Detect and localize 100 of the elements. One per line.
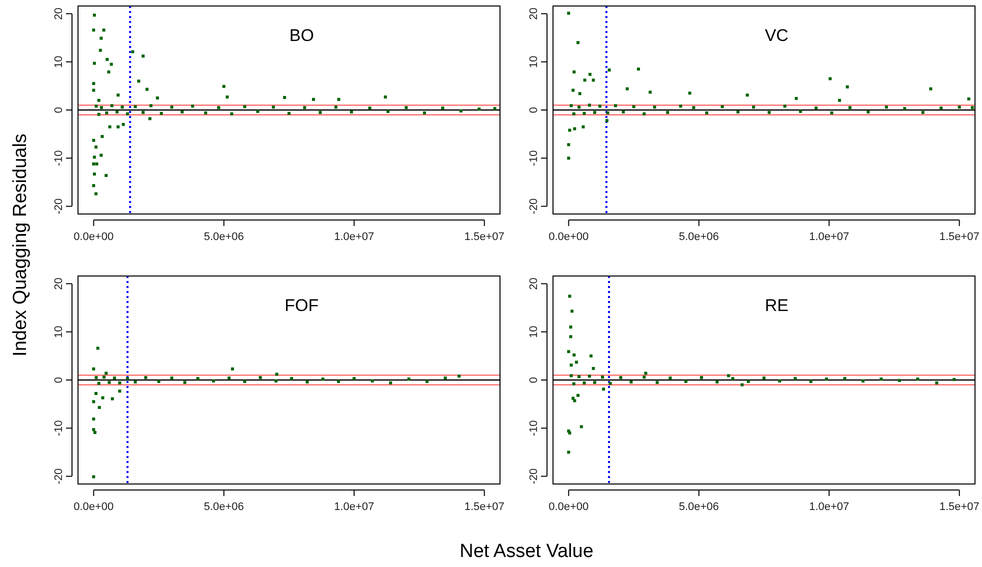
point	[828, 77, 832, 80]
point	[605, 119, 608, 122]
point	[104, 372, 108, 375]
x-axis-title: Net Asset Value	[460, 541, 594, 562]
point	[569, 326, 572, 329]
x-tick-label: 5.0e+06	[678, 501, 719, 513]
point	[746, 380, 750, 383]
point	[598, 104, 602, 108]
x-tick-label: 1.0e+07	[809, 501, 850, 513]
point	[700, 376, 703, 380]
y-tick-label: -10	[528, 420, 540, 436]
y-tick-label: 0	[528, 376, 540, 384]
point	[426, 380, 429, 383]
point	[866, 110, 870, 114]
point	[935, 381, 938, 384]
point	[778, 379, 782, 382]
point	[592, 366, 595, 370]
point	[588, 72, 592, 76]
point	[768, 110, 771, 114]
y-tick-label: 0	[53, 106, 65, 114]
point	[884, 106, 888, 109]
point	[118, 390, 122, 393]
point	[570, 104, 573, 108]
x-tick-label: 1.0e+07	[809, 231, 850, 243]
point	[809, 380, 812, 383]
y-tick-label: -20	[53, 468, 65, 484]
y-tick-label: 0	[53, 376, 65, 384]
x-tick-label: 1.5e+07	[464, 231, 504, 243]
point	[183, 380, 186, 384]
point	[568, 294, 572, 298]
y-tick-label: 20	[53, 278, 65, 290]
point	[573, 399, 576, 402]
x-tick-label: 5.0e+06	[204, 501, 244, 513]
point	[762, 376, 766, 380]
y-tick-label: 10	[53, 326, 65, 338]
point	[569, 335, 572, 338]
point	[336, 380, 340, 383]
y-tick-label: -10	[53, 150, 65, 166]
point	[570, 364, 573, 367]
point	[567, 12, 570, 15]
point	[582, 125, 585, 128]
x-tick-label: 0.0e+00	[548, 501, 589, 513]
y-tick-label: -20	[528, 198, 540, 214]
point	[626, 87, 629, 90]
y-tick-label: 20	[53, 8, 65, 20]
point	[572, 112, 576, 116]
point	[688, 92, 692, 95]
point	[898, 378, 901, 382]
text: VC	[764, 26, 788, 45]
x-tick-label: 0.0e+00	[548, 231, 589, 243]
point	[656, 380, 659, 384]
text: FOF	[284, 296, 319, 315]
point	[96, 346, 100, 350]
point	[588, 374, 591, 378]
point	[573, 127, 576, 130]
point	[582, 112, 586, 115]
point	[92, 400, 96, 404]
point	[666, 110, 670, 114]
point	[102, 376, 106, 379]
point	[970, 106, 974, 110]
point	[632, 105, 636, 108]
point	[582, 381, 586, 384]
point	[600, 376, 604, 379]
point	[118, 381, 122, 384]
point	[110, 397, 114, 400]
point	[916, 378, 920, 381]
point	[593, 110, 596, 114]
point	[101, 396, 104, 400]
point	[170, 376, 174, 380]
point	[572, 70, 576, 74]
point	[752, 106, 756, 109]
point	[740, 383, 744, 386]
point	[126, 377, 129, 380]
point	[112, 376, 116, 380]
x-tick-label: 0.0e+00	[74, 231, 114, 243]
point	[108, 380, 111, 384]
point	[592, 78, 595, 82]
point	[570, 310, 574, 313]
point	[94, 376, 98, 380]
x-tick-label: 1.5e+07	[939, 231, 980, 243]
point	[642, 376, 646, 379]
point	[921, 110, 924, 114]
point	[619, 376, 622, 380]
point	[668, 376, 672, 380]
point	[389, 381, 392, 384]
point	[306, 380, 309, 384]
point	[593, 380, 596, 384]
y-tick-label: -10	[53, 420, 65, 436]
point	[578, 106, 581, 109]
y-tick-label: 20	[528, 8, 540, 20]
y-axis-title: Index Quagging Residuals	[10, 134, 31, 356]
point	[608, 382, 612, 385]
point	[684, 380, 688, 383]
point	[578, 375, 581, 378]
point	[576, 394, 580, 397]
point	[92, 475, 96, 478]
point	[567, 156, 570, 160]
point	[580, 425, 583, 428]
point	[92, 428, 96, 432]
point	[825, 378, 828, 381]
